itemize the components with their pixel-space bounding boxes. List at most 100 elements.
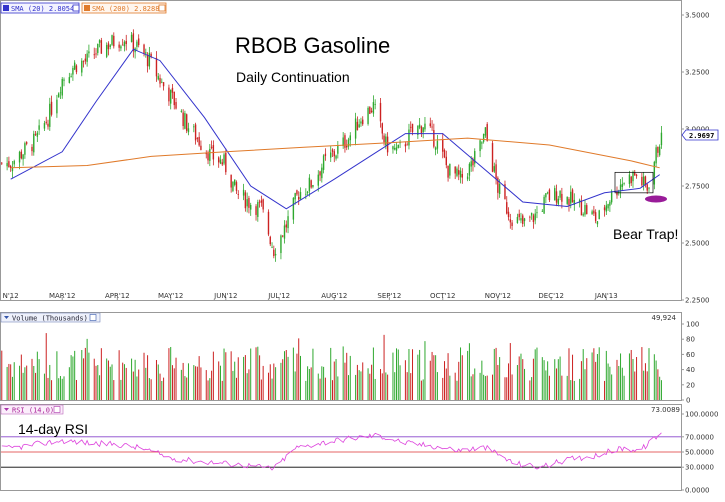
candle-body <box>137 38 140 46</box>
candle-body <box>657 146 659 153</box>
candle-body <box>630 176 632 184</box>
candle <box>653 160 656 190</box>
volume-bar <box>660 380 662 400</box>
volume-bar <box>387 374 389 400</box>
candle <box>541 209 544 212</box>
candle <box>433 123 435 149</box>
volume-bar <box>58 378 60 400</box>
volume-bar <box>280 362 282 400</box>
candle-body <box>159 77 161 84</box>
candle <box>362 116 364 126</box>
chevron-down-icon[interactable] <box>4 316 9 319</box>
legend-sma20[interactable]: SMA (20) 2.8054 <box>0 2 80 14</box>
volume-bar <box>275 367 277 400</box>
price-x-tick-label: JUN'12 <box>213 292 237 300</box>
volume-bars <box>1 333 662 400</box>
candle-body <box>308 177 311 192</box>
price-x-tick-label: AUG'12 <box>321 292 347 300</box>
candle <box>511 219 513 230</box>
volume-bar <box>198 356 200 400</box>
volume-bar <box>358 370 360 400</box>
candle <box>111 34 113 46</box>
volume-header[interactable]: Volume (Thousands) <box>0 312 101 323</box>
candle <box>47 119 49 130</box>
close-icon[interactable] <box>53 406 61 413</box>
candle <box>159 74 161 88</box>
candle <box>257 199 259 222</box>
volume-bar <box>561 375 563 400</box>
candle-body <box>209 148 211 161</box>
chevron-down-icon[interactable] <box>3 5 9 11</box>
candle-body <box>81 60 83 73</box>
volume-bar <box>257 346 259 400</box>
volume-bar <box>148 378 150 400</box>
candle-body <box>333 151 335 157</box>
candle-body <box>523 218 526 222</box>
candle <box>418 117 421 130</box>
volume-bar <box>516 365 518 400</box>
rsi-header[interactable]: RSI (14,0) <box>0 404 64 415</box>
candle <box>395 142 398 154</box>
volume-bar <box>531 377 533 400</box>
close-icon[interactable] <box>158 4 166 12</box>
volume-bar <box>26 365 28 400</box>
rsi-y-tick-label: 30.0000 <box>685 464 714 472</box>
last-price-flag: 2.9697 <box>681 129 719 141</box>
candle-body <box>146 54 149 67</box>
candle <box>557 195 560 207</box>
candle <box>406 142 408 146</box>
candle <box>559 190 561 201</box>
candle-body <box>273 249 275 257</box>
volume-bar <box>20 354 22 400</box>
candle-body <box>72 68 74 75</box>
candle <box>63 77 65 87</box>
chevron-down-icon[interactable] <box>4 408 9 411</box>
price-x-tick-label: SEP'12 <box>377 292 401 300</box>
chevron-down-icon[interactable] <box>84 5 90 11</box>
candle <box>442 133 444 159</box>
legend-sma200[interactable]: SMA (200) 2.8288 <box>81 2 167 14</box>
candle-body <box>344 135 346 148</box>
volume-bar <box>653 354 655 400</box>
volume-bar <box>646 371 648 400</box>
close-icon[interactable] <box>89 314 97 321</box>
close-icon[interactable] <box>72 4 80 12</box>
volume-bar <box>155 359 157 400</box>
candle <box>198 132 200 147</box>
volume-bar <box>372 347 374 400</box>
volume-bar <box>586 358 588 400</box>
candle-body <box>6 163 8 167</box>
volume-bar <box>536 347 538 400</box>
last-price-value: 2.9697 <box>689 132 714 140</box>
candle-body <box>561 193 563 202</box>
candle <box>258 199 261 208</box>
candle <box>88 44 90 58</box>
volume-bar <box>628 353 630 400</box>
volume-bar <box>324 377 326 400</box>
candle <box>443 148 446 159</box>
candle-body <box>372 102 375 114</box>
candle <box>9 164 12 172</box>
candle-body <box>609 201 611 206</box>
volume-bar <box>113 380 115 400</box>
volume-bar <box>497 364 499 400</box>
volume-bar <box>467 350 469 400</box>
candle <box>449 163 451 179</box>
candle-body <box>322 155 325 170</box>
candle <box>219 155 222 165</box>
candle <box>420 125 423 138</box>
volume-bar <box>429 360 431 400</box>
candle <box>75 64 78 75</box>
candle <box>282 235 284 238</box>
candle <box>632 170 634 188</box>
candle-body <box>175 102 177 109</box>
candle-body <box>171 87 174 93</box>
candle <box>634 169 636 176</box>
candle-body <box>557 198 560 205</box>
candle <box>317 170 319 192</box>
candle-body <box>410 126 412 128</box>
candle <box>299 187 302 200</box>
candle-body <box>418 124 421 128</box>
volume-bar <box>163 377 165 400</box>
candle <box>530 212 533 220</box>
